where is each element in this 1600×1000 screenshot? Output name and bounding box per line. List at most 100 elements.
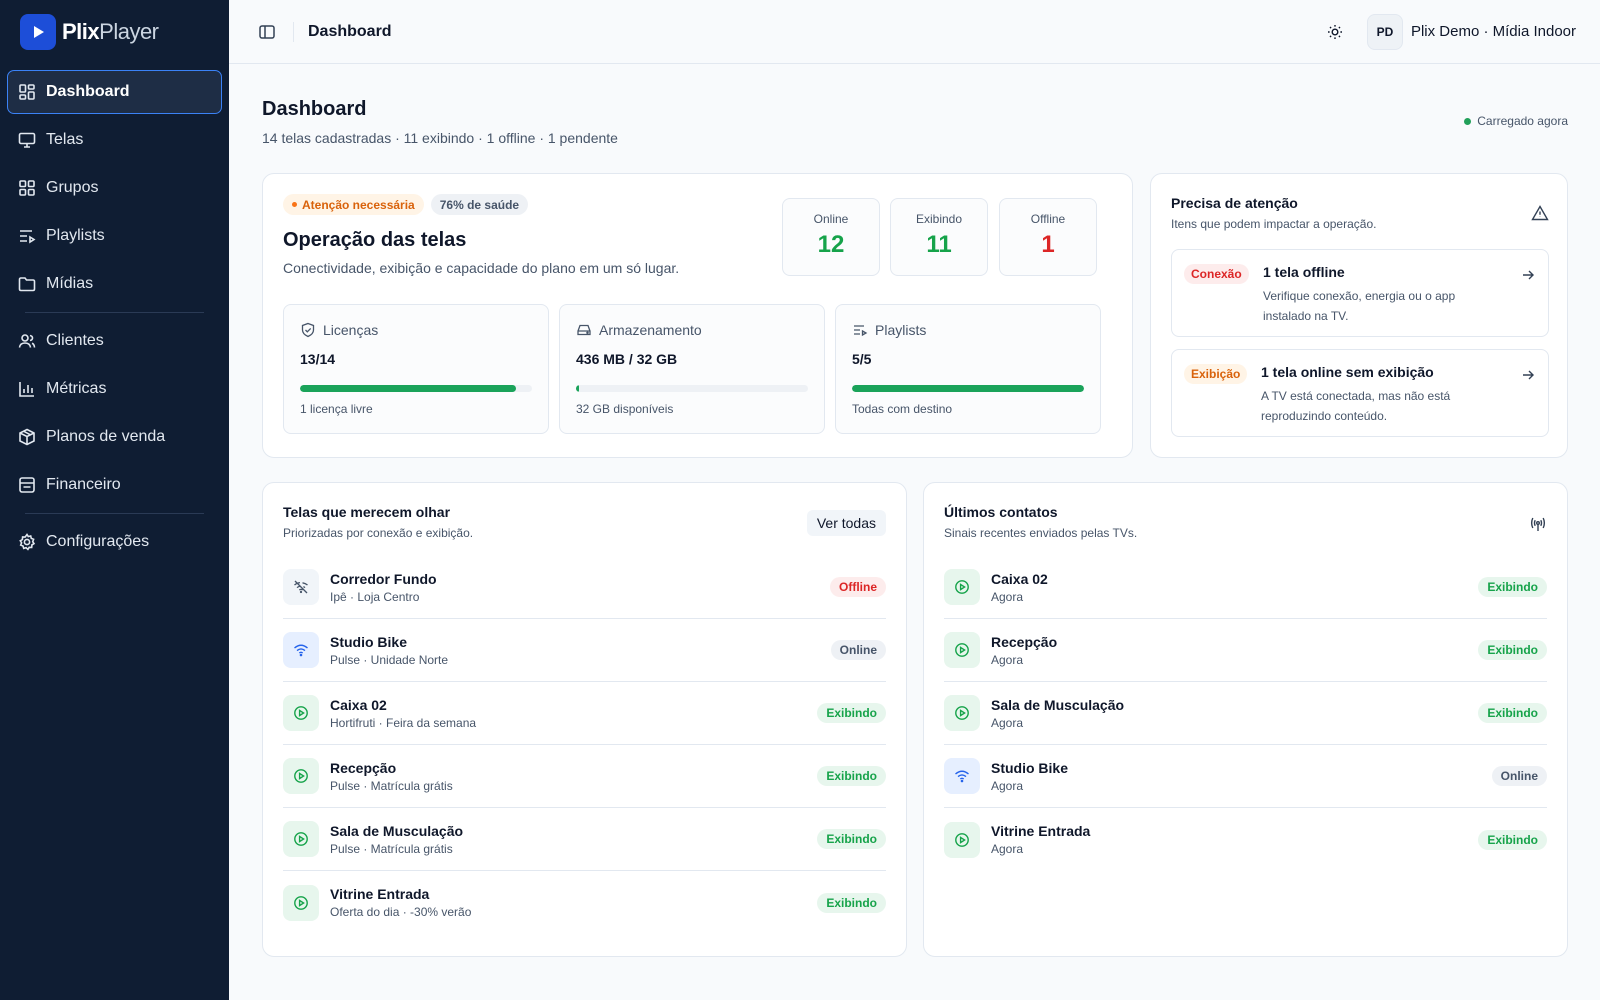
metric-footer: 1 licença livre <box>300 402 373 416</box>
sidebar: PlixPlayer Dashboard Telas Grupos Playli… <box>0 0 229 1000</box>
metric-label: Playlists <box>875 322 927 338</box>
load-status-text: Carregado agora <box>1477 114 1568 128</box>
progress-bar <box>852 385 1084 392</box>
progress-fill <box>852 385 1084 392</box>
status-badge: Exibindo <box>817 829 886 849</box>
alert-conexao[interactable]: Conexão 1 tela offline Verifique conexão… <box>1171 249 1549 337</box>
arrow-right-icon <box>1523 270 1534 280</box>
topbar-divider <box>293 21 294 42</box>
list-item-text: Recepção Agora <box>991 634 1478 667</box>
sidebar-item-planos[interactable]: Planos de venda <box>7 415 222 459</box>
list-item-text: Studio Bike Pulse · Unidade Norte <box>330 634 831 667</box>
list-item[interactable]: Corredor Fundo Ipê · Loja Centro Offline <box>283 556 886 619</box>
status-badge: Exibindo <box>817 703 886 723</box>
list-item[interactable]: Studio Bike Pulse · Unidade Norte Online <box>283 619 886 682</box>
grid-icon <box>19 180 35 196</box>
attention-badge-label: Atenção necessária <box>302 197 415 212</box>
play-circle-icon <box>283 758 319 794</box>
screen-detail: Agora <box>991 715 1024 730</box>
progress-fill <box>576 385 580 392</box>
alert-exibicao[interactable]: Exibição 1 tela online sem exibição A TV… <box>1171 349 1549 437</box>
metric-value: 436 MB / 32 GB <box>576 351 678 367</box>
recent-contacts-card: Últimos contatos Sinais recentes enviado… <box>923 482 1568 957</box>
play-circle-icon <box>944 569 980 605</box>
screen-name: Vitrine Entrada <box>991 823 1091 839</box>
list-item[interactable]: Caixa 02 Agora Exibindo <box>944 556 1547 619</box>
screen-detail: Agora <box>991 842 1024 856</box>
page-header: Dashboard 14 telas cadastradas · 11 exib… <box>262 64 1568 169</box>
nav-divider <box>25 312 204 313</box>
sidebar-toggle-icon <box>259 24 275 39</box>
play-circle-icon <box>944 632 980 668</box>
view-all-button[interactable]: Ver todas <box>806 510 886 536</box>
metric-label: Armazenamento <box>599 322 702 338</box>
list-item[interactable]: Studio Bike Agora Online <box>944 745 1547 808</box>
avatar[interactable]: PD <box>1366 13 1403 50</box>
sidebar-item-configuracoes[interactable]: Configurações <box>7 520 222 564</box>
operations-card: Atenção necessária 76% de saúde Operação… <box>262 173 1133 458</box>
sidebar-item-playlists[interactable]: Playlists <box>7 214 222 258</box>
screen-detail: Pulse · Matrícula grátis <box>330 778 453 793</box>
sidebar-item-midias[interactable]: Mídias <box>7 262 222 306</box>
status-badge: Exibindo <box>1478 577 1547 597</box>
sidebar-item-label: Telas <box>46 131 84 148</box>
account-name[interactable]: Plix Demo · Mídia Indoor <box>1410 23 1576 40</box>
section-title: Últimos contatos <box>944 504 1058 520</box>
screen-name: Recepção <box>330 759 397 776</box>
load-status: Carregado agora <box>1464 114 1568 128</box>
play-circle-icon <box>944 821 980 858</box>
status-badge: Exibindo <box>1478 640 1547 660</box>
receipt-icon <box>19 477 35 493</box>
package-icon <box>19 428 35 446</box>
sidebar-toggle-button[interactable] <box>253 18 281 46</box>
list-item[interactable]: Recepção Pulse · Matrícula grátis Exibindo <box>283 745 886 808</box>
sidebar-item-label: Métricas <box>46 380 107 397</box>
progress-bar <box>300 385 532 392</box>
screen-detail: Agora <box>991 652 1024 667</box>
play-circle-icon <box>283 695 319 731</box>
screen-name: Recepção <box>991 633 1058 650</box>
folder-icon <box>18 277 36 292</box>
playlist-icon <box>854 325 868 337</box>
sidebar-item-telas[interactable]: Telas <box>7 118 222 162</box>
sidebar-item-clientes[interactable]: Clientes <box>7 319 222 363</box>
list-item[interactable]: Sala de Musculação Pulse · Matrícula grát… <box>283 808 886 871</box>
theme-toggle-button[interactable] <box>1321 18 1349 46</box>
alert-description: Verifique conexão, energia ou o app inst… <box>1263 289 1456 323</box>
stat-value: 11 <box>926 231 952 258</box>
list-item[interactable]: Vitrine Entrada Oferta do dia · -30% verã… <box>283 871 886 934</box>
sidebar-item-grupos[interactable]: Grupos <box>7 166 222 210</box>
main-content: Dashboard 14 telas cadastradas · 11 exib… <box>262 64 1568 957</box>
screen-detail: Hortifruti · Feira da semana <box>330 715 477 730</box>
sidebar-item-financeiro[interactable]: Financeiro <box>7 463 222 507</box>
progress-fill <box>300 385 516 392</box>
wifi-icon <box>283 632 319 668</box>
list-item[interactable]: Recepção Agora Exibindo <box>944 619 1547 682</box>
screen-name: Sala de Musculação <box>991 696 1125 713</box>
screen-detail: Agora <box>991 778 1024 793</box>
play-logo-icon <box>20 14 56 50</box>
attention-badge: Atenção necessária <box>283 194 424 215</box>
brand-name: PlixPlayer <box>62 19 159 44</box>
list-item-text: Sala de Musculação Agora <box>991 697 1478 730</box>
operations-subtitle: Conectividade, exibição e capacidade do … <box>283 260 680 276</box>
list-item[interactable]: Sala de Musculação Agora Exibindo <box>944 682 1547 745</box>
list-item-text: Corredor Fundo Ipê · Loja Centro <box>330 571 830 604</box>
hard-drive-icon <box>577 324 591 336</box>
sidebar-item-dashboard[interactable]: Dashboard <box>7 70 222 114</box>
screen-detail: Agora <box>991 589 1024 604</box>
list-item[interactable]: Caixa 02 Hortifruti · Feira da semana Exib… <box>283 682 886 745</box>
screen-name: Caixa 02 <box>991 570 1048 587</box>
list-item[interactable]: Vitrine Entrada Agora Exibindo <box>944 808 1547 871</box>
bar-chart-icon <box>19 382 34 397</box>
brand-logo[interactable]: PlixPlayer <box>0 0 229 64</box>
metric-header: Playlists <box>852 322 1084 338</box>
section-subtitle: Sinais recentes enviados pelas TVs. <box>944 526 1138 540</box>
play-circle-icon <box>283 821 319 857</box>
sidebar-item-metricas[interactable]: Métricas <box>7 367 222 411</box>
alert-title: 1 tela offline <box>1263 264 1345 280</box>
screen-detail: Ipê · Loja Centro <box>330 589 420 604</box>
sidebar-item-label: Playlists <box>46 227 105 244</box>
status-badge: Exibindo <box>1478 703 1547 723</box>
attention-card: Precisa de atenção Itens que podem impac… <box>1150 173 1568 458</box>
